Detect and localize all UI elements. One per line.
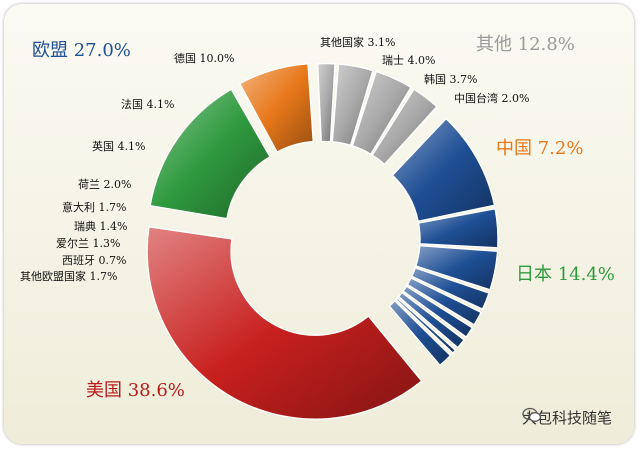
- donut-chart: 中国台湾 2.0% 韩国 3.7% 瑞士 4.0% 其他国家 3.1% 德国 10.0%…: [20, 34, 615, 420]
- slice-label-3: 中国台湾 2.0%: [454, 91, 529, 105]
- slice-14: [395, 297, 457, 355]
- slices: [146, 62, 499, 420]
- slice-label-14: 西班牙 0.7%: [62, 254, 126, 267]
- group-label-other: 其他 12.8%: [476, 34, 575, 55]
- slice-7: [391, 117, 496, 223]
- slice-label-4: 韩国 3.7%: [424, 72, 477, 86]
- slice-label-11: 意大利 1.7%: [62, 200, 126, 214]
- slice-13: [397, 291, 466, 349]
- slice-9: [414, 244, 499, 291]
- slice-10: [410, 266, 490, 311]
- slice-label-10: 荷兰 2.0%: [78, 178, 131, 191]
- slice-label-8: 法国 4.1%: [121, 97, 174, 111]
- watermark: 大包科技随笔: [522, 407, 612, 428]
- group-label-jp: 日本 14.4%: [516, 264, 615, 285]
- slice-label-15: 其他欧盟国家 1.7%: [20, 269, 117, 283]
- slice-0: [146, 225, 423, 420]
- slice-label-5: 瑞士 4.0%: [382, 53, 435, 67]
- group-label-eu: 欧盟 27.0%: [32, 40, 131, 61]
- labels: 中国台湾 2.0% 韩国 3.7% 瑞士 4.0% 其他国家 3.1% 德国 10.0%…: [20, 34, 615, 401]
- slice-label-9: 英国 4.1%: [92, 139, 145, 153]
- slice-label-12: 瑞典 1.4%: [74, 219, 127, 233]
- slice-label-7: 德国 10.0%: [174, 51, 234, 65]
- slice-12: [402, 285, 474, 338]
- slice-6: [371, 88, 438, 166]
- slice-3: [316, 62, 336, 143]
- group-label-us: 美国 38.6%: [86, 380, 185, 401]
- slice-2: [238, 63, 314, 154]
- slice-5: [351, 70, 412, 156]
- slice-8: [417, 207, 499, 249]
- slice-15: [388, 299, 452, 367]
- slice-label-6: 其他国家 3.1%: [320, 35, 395, 49]
- slice-4: [331, 63, 374, 147]
- slice-11: [406, 277, 482, 326]
- wechat-icon: [522, 407, 542, 422]
- slice-label-13: 爱尔兰 1.3%: [56, 237, 120, 250]
- watermark-text: 大包科技随笔: [521, 409, 612, 427]
- slice-1: [149, 88, 272, 220]
- group-label-cn: 中国 7.2%: [496, 138, 583, 159]
- chart-frame: 中国台湾 2.0% 韩国 3.7% 瑞士 4.0% 其他国家 3.1% 德国 10.0%…: [4, 4, 634, 444]
